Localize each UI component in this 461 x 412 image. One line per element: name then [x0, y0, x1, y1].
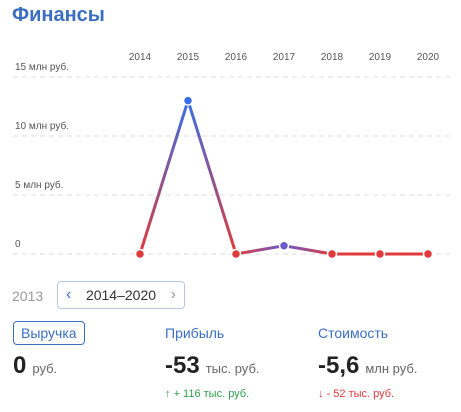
point	[182, 95, 194, 106]
x-tick-label: 2018	[321, 52, 344, 63]
change-text: + 116 тыс. руб.	[173, 388, 250, 400]
chart: 0 5 млн руб. 10 млн руб. 15 млн руб. 2014 201…	[13, 52, 450, 260]
y-tick-label: 0	[15, 239, 21, 250]
line	[138, 99, 428, 256]
metric-value: 0 руб.	[13, 352, 57, 380]
y-tick-label: 15 млн руб.	[15, 61, 69, 73]
point	[374, 248, 386, 260]
arrow-icon: ↓	[318, 388, 327, 400]
unit: тыс. руб.	[205, 361, 260, 376]
x-tick-label: 2015	[177, 52, 200, 63]
value: -53	[165, 352, 200, 379]
x-tick-label: 2020	[417, 52, 440, 63]
next-arrow[interactable]: ›	[170, 286, 176, 303]
metric-label[interactable]: Прибыль	[165, 325, 225, 341]
y-tick-label: 5 млн руб.	[15, 179, 63, 191]
point	[278, 240, 290, 251]
x-tick-label: 2019	[369, 52, 392, 63]
metric-value: -53 тыс. руб.	[165, 352, 260, 380]
unit: млн руб.	[365, 361, 418, 376]
value: 0	[13, 352, 27, 379]
period-selector[interactable]: ‹ 2014–2020 ›	[57, 281, 185, 309]
metric-label[interactable]: Стоимость	[318, 325, 389, 341]
value: -5,6	[318, 352, 360, 379]
point	[422, 248, 434, 260]
unit: руб.	[32, 361, 58, 376]
arrow-icon: ↑	[165, 388, 174, 400]
period-range: 2014–2020	[85, 287, 157, 303]
prev-period[interactable]: 2013	[12, 288, 44, 304]
metric-change: ↓ - 52 тыс. руб.	[318, 388, 394, 400]
metric-label[interactable]: Выручка	[13, 321, 85, 345]
point	[326, 248, 338, 260]
x-tick-label: 2016	[225, 52, 248, 63]
title: Финансы	[12, 4, 105, 26]
x-tick-label: 2017	[273, 52, 296, 63]
point	[134, 248, 146, 260]
change-text: - 52 тыс. руб.	[326, 388, 395, 400]
metric-change: ↑ + 116 тыс. руб.	[165, 388, 249, 400]
x-tick-label: 2014	[129, 52, 152, 63]
prev-arrow[interactable]: ‹	[66, 286, 72, 303]
y-tick-label: 10 млн руб.	[15, 120, 69, 132]
metric-value: -5,6 млн руб.	[318, 352, 417, 380]
point	[230, 248, 242, 260]
